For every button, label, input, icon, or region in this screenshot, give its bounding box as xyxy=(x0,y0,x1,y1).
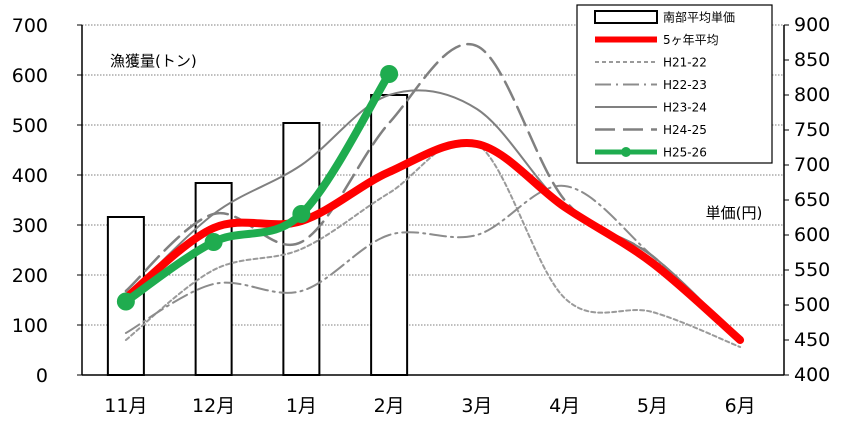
right-tick-label: 850 xyxy=(794,49,830,71)
left-tick-label: 700 xyxy=(12,15,48,37)
left-axis-title: 漁獲量(トン) xyxy=(110,52,197,70)
series-line xyxy=(121,139,745,344)
legend-marker xyxy=(621,147,631,157)
axes: 0 100 200 300 400 500 600 700 400 450 500 550 600 650… xyxy=(12,14,831,417)
data-point xyxy=(204,233,223,251)
category-label: 6月 xyxy=(725,395,756,417)
series-line xyxy=(124,42,742,342)
legend-label: H21-22 xyxy=(663,56,707,70)
right-tick-label: 650 xyxy=(794,189,830,211)
right-tick-label: 700 xyxy=(794,154,830,176)
right-tick-label: 750 xyxy=(794,119,830,141)
left-tick-label: 300 xyxy=(12,215,48,237)
right-tick-label: 800 xyxy=(794,84,830,106)
legend-label: 南部平均単価 xyxy=(663,10,735,25)
data-point xyxy=(116,292,135,311)
legend-label: 5ヶ年平均 xyxy=(663,33,719,47)
left-tick-label: 200 xyxy=(12,265,48,287)
category-label: 5月 xyxy=(637,395,668,417)
category-label: 4月 xyxy=(549,395,580,417)
left-tick-label: 600 xyxy=(12,65,48,87)
category-label: 11月 xyxy=(104,395,147,417)
left-tick-label: 0 xyxy=(36,365,48,387)
series-line xyxy=(121,70,394,306)
right-axis-title: 単価(円) xyxy=(706,204,763,222)
category-label: 3月 xyxy=(461,395,492,417)
bar xyxy=(194,182,233,376)
legend-label: H25-26 xyxy=(663,146,707,160)
line-series xyxy=(116,42,745,348)
category-label: 1月 xyxy=(286,395,317,417)
left-tick-label: 400 xyxy=(12,165,48,187)
legend-label: H24-25 xyxy=(663,123,707,137)
right-tick-label: 450 xyxy=(794,329,830,351)
legend-label: H22-23 xyxy=(663,78,707,92)
right-tick-label: 500 xyxy=(794,294,830,316)
right-tick-label: 400 xyxy=(794,364,830,386)
legend-swatch xyxy=(594,10,658,24)
right-tick-label: 550 xyxy=(794,259,830,281)
category-label: 2月 xyxy=(374,395,405,417)
right-tick-label: 600 xyxy=(794,224,830,246)
left-tick-label: 500 xyxy=(12,115,48,137)
left-tick-label: 100 xyxy=(12,315,48,337)
legend-label: H23-24 xyxy=(663,101,707,115)
data-point xyxy=(292,205,311,223)
category-label: 12月 xyxy=(192,395,235,417)
data-point xyxy=(380,65,399,83)
right-tick-label: 900 xyxy=(794,14,830,36)
legend: 南部平均単価 5ヶ年平均 H21-22 H22-23 H23-24 H24-25 H25-2… xyxy=(576,4,773,164)
